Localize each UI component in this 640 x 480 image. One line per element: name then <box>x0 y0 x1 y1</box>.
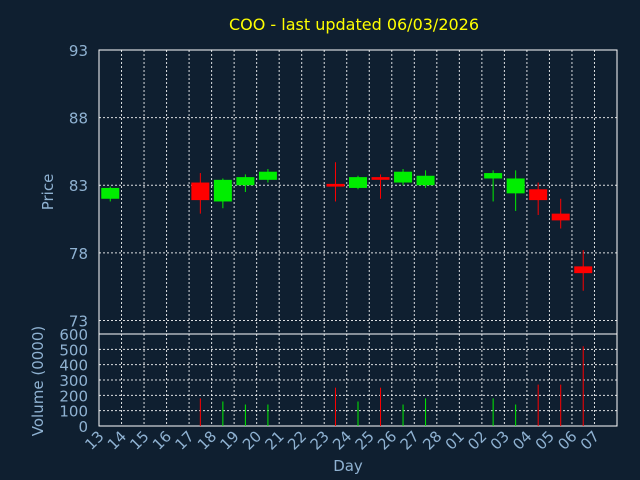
candle <box>191 173 210 214</box>
price-tick-label: 93 <box>69 42 88 60</box>
volume-axis-label: Volume (0000) <box>29 326 47 436</box>
price-tick-label: 83 <box>69 177 88 195</box>
chart-title: COO - last updated 06/03/2026 <box>229 15 479 34</box>
candle <box>258 169 277 183</box>
candle <box>236 174 255 192</box>
candle-body <box>236 177 255 186</box>
volume-tick-label: 300 <box>59 372 88 390</box>
x-axis-label: Day <box>333 457 363 475</box>
candle <box>574 250 593 291</box>
x-axis-ticks: 1314151617181920212223242526272801020304… <box>81 427 603 453</box>
candle-body <box>213 179 232 202</box>
candle-body <box>371 177 390 180</box>
candle-body <box>349 177 367 188</box>
candle-body <box>394 171 413 183</box>
candle-body <box>326 183 345 187</box>
volume-tick-label: 600 <box>59 326 88 344</box>
volume-tick-label: 100 <box>59 403 88 421</box>
candle <box>506 170 525 211</box>
candle-body <box>529 189 548 201</box>
candle <box>326 162 345 202</box>
candle <box>551 198 570 229</box>
candle <box>349 175 367 190</box>
candle <box>101 186 120 202</box>
candle-body <box>416 175 435 186</box>
candle <box>394 169 413 186</box>
candle <box>416 170 435 188</box>
candle-body <box>101 187 120 199</box>
price-tick-label: 78 <box>69 245 88 263</box>
candle-body <box>258 171 277 180</box>
price-panel: 73 78 83 88 93 <box>69 42 618 335</box>
candle-body <box>484 173 503 179</box>
volume-tick-label: 0 <box>78 418 88 436</box>
candle <box>529 182 548 215</box>
volume-tick-label: 400 <box>59 357 88 375</box>
candle-body <box>551 213 570 221</box>
volume-tick-label: 200 <box>59 387 88 405</box>
volume-tick-label: 500 <box>59 341 88 359</box>
candle <box>371 174 390 199</box>
candle-body <box>574 266 593 274</box>
candle-body <box>191 182 210 201</box>
price-tick-label: 88 <box>69 110 88 128</box>
candle-body <box>506 178 525 194</box>
price-tick-label: 73 <box>69 312 88 330</box>
candle <box>213 178 232 209</box>
price-axis-label: Price <box>39 174 57 211</box>
candle <box>484 170 503 202</box>
